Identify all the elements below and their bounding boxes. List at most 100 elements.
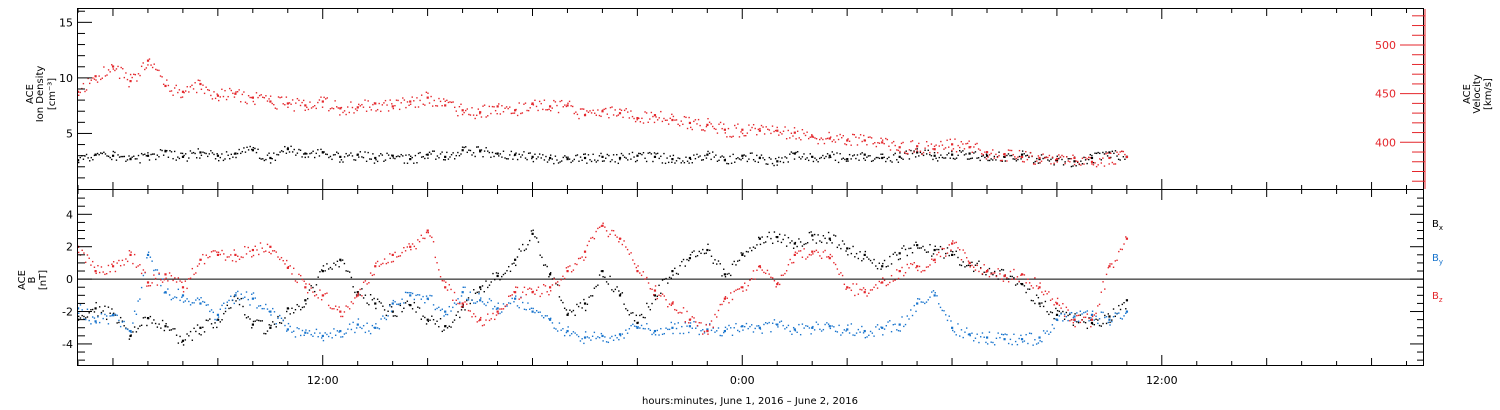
data-point	[709, 249, 711, 252]
data-point	[186, 333, 188, 335]
data-point	[1025, 333, 1027, 336]
data-point	[212, 311, 214, 314]
data-point	[350, 301, 353, 303]
data-point	[523, 103, 525, 105]
data-point	[934, 261, 936, 264]
data-point	[272, 307, 274, 310]
data-point	[1072, 154, 1074, 156]
data-point	[567, 156, 569, 158]
data-point	[186, 298, 188, 300]
data-point	[656, 119, 659, 121]
data-point	[740, 159, 742, 161]
data-point	[917, 269, 919, 272]
data-point	[272, 250, 274, 252]
data-point	[686, 325, 688, 327]
data-point	[306, 106, 308, 109]
data-point	[553, 327, 555, 329]
data-point	[934, 292, 936, 294]
data-point	[123, 264, 125, 266]
data-point	[820, 257, 823, 260]
data-point	[656, 297, 659, 300]
data-point	[583, 259, 585, 261]
data-point	[345, 332, 347, 334]
data-point	[303, 280, 305, 282]
data-point	[604, 336, 606, 338]
data-point	[529, 107, 531, 109]
data-point	[135, 313, 138, 315]
data-point	[704, 154, 706, 157]
data-point	[700, 252, 702, 255]
data-point	[631, 151, 634, 154]
data-point	[336, 260, 339, 263]
data-point	[953, 242, 956, 244]
data-point	[111, 315, 113, 317]
data-point	[410, 248, 412, 251]
data-point	[365, 110, 368, 112]
data-point	[712, 326, 714, 328]
data-point	[362, 106, 365, 108]
data-point	[796, 130, 799, 132]
data-point	[949, 138, 951, 141]
data-point	[87, 77, 89, 80]
data-point	[200, 334, 202, 336]
data-point	[422, 295, 424, 298]
data-point	[990, 273, 992, 275]
data-point	[730, 136, 733, 138]
data-point	[1007, 149, 1010, 151]
data-point	[717, 309, 720, 312]
data-point	[326, 263, 328, 265]
data-point	[243, 147, 245, 149]
data-point	[162, 154, 165, 156]
data-point	[236, 152, 239, 155]
data-point	[746, 132, 749, 134]
data-point	[661, 279, 664, 281]
data-point	[140, 65, 143, 68]
data-point	[661, 120, 664, 123]
data-point	[460, 153, 462, 155]
data-point	[216, 93, 218, 95]
data-point	[154, 277, 157, 280]
data-point	[401, 310, 403, 313]
data-point	[601, 109, 604, 111]
data-point	[258, 305, 260, 307]
data-point	[1080, 164, 1082, 166]
data-point	[319, 289, 321, 291]
data-point	[682, 123, 684, 126]
data-point	[941, 144, 944, 146]
data-point	[1084, 156, 1087, 159]
data-point	[845, 288, 847, 290]
data-point	[321, 270, 324, 273]
data-point	[852, 245, 854, 248]
data-point	[906, 263, 908, 266]
data-point	[419, 99, 421, 102]
data-point	[156, 69, 159, 71]
data-point	[235, 260, 237, 263]
data-point	[1107, 313, 1110, 315]
data-point	[887, 321, 889, 323]
data-point	[414, 106, 417, 108]
data-point	[703, 332, 706, 334]
data-point	[969, 266, 971, 268]
data-point	[424, 302, 426, 304]
data-point	[568, 158, 571, 160]
data-point	[702, 329, 704, 331]
data-point	[664, 162, 667, 165]
data-point	[667, 306, 669, 308]
data-point	[78, 94, 80, 97]
data-point	[227, 95, 229, 98]
data-point	[546, 109, 549, 111]
data-point	[969, 265, 971, 267]
data-point	[762, 157, 764, 159]
data-point	[763, 242, 765, 244]
data-point	[757, 236, 760, 239]
data-point	[442, 98, 445, 100]
data-point	[1006, 154, 1008, 157]
data-point	[672, 274, 674, 276]
data-point	[199, 151, 202, 154]
data-point	[1021, 160, 1024, 163]
data-point	[473, 313, 475, 315]
data-point	[678, 157, 681, 160]
data-point	[735, 322, 737, 325]
data-point	[307, 108, 310, 111]
data-point	[971, 157, 974, 159]
